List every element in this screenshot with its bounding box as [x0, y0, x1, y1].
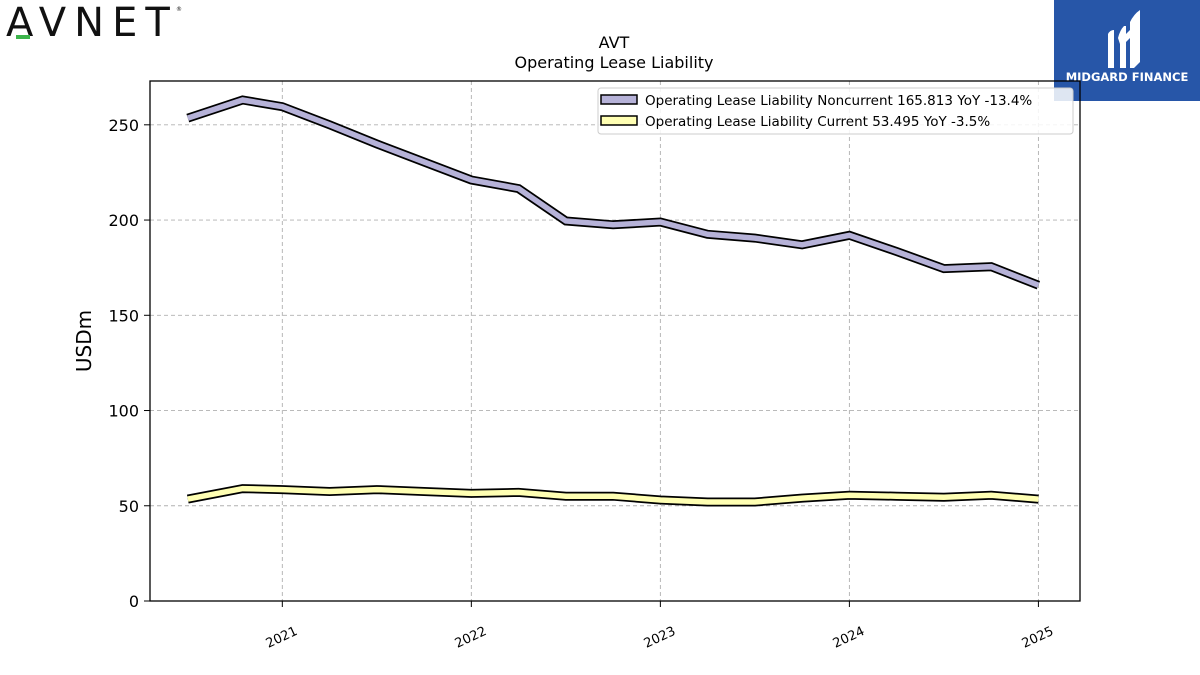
x-tick-label: 2024 — [831, 624, 867, 652]
avnet-logo: AVNET ® — [6, 0, 196, 46]
x-axis: 2021 2022 2023 2024 2025 — [264, 601, 1056, 652]
legend-swatch-noncurrent — [600, 94, 638, 105]
legend-label-current: Operating Lease Liability Current 53.495… — [645, 114, 990, 130]
series-noncurrent — [186, 95, 1041, 290]
series-line — [187, 485, 1039, 505]
legend-swatch-current — [600, 115, 638, 126]
chart-title: AVT — [599, 33, 630, 52]
grid — [150, 81, 1080, 601]
x-tick-label: 2022 — [453, 624, 489, 652]
series-current — [186, 484, 1039, 507]
x-tick-label: 2023 — [642, 624, 678, 652]
avnet-logo-text: AVNET — [6, 2, 178, 42]
svg-text:®: ® — [176, 6, 182, 13]
midgard-finance-logo: MIDGARD FINANCE — [1054, 0, 1200, 101]
y-tick-label: 100 — [108, 402, 139, 421]
legend: Operating Lease Liability Noncurrent 165… — [597, 87, 1074, 135]
y-tick-label: 200 — [108, 211, 139, 230]
chart-subtitle: Operating Lease Liability — [514, 53, 713, 72]
x-tick-label: 2025 — [1020, 624, 1056, 652]
avnet-accent-mark — [16, 35, 30, 39]
y-tick-label: 150 — [108, 306, 139, 325]
y-axis-label: USDm — [72, 310, 96, 372]
y-tick-label: 250 — [108, 116, 139, 135]
series-layer — [186, 95, 1041, 507]
y-axis: 0 50 100 150 200 250 — [108, 116, 150, 611]
legend-box — [597, 87, 1074, 135]
midgard-logo-text: MIDGARD FINANCE — [1065, 70, 1189, 84]
series-line — [186, 97, 1040, 288]
x-tick-label: 2021 — [264, 624, 300, 652]
y-tick-label: 0 — [129, 592, 139, 611]
y-tick-label: 50 — [119, 497, 139, 516]
plot-frame — [149, 80, 1081, 602]
midgard-icon — [1108, 10, 1140, 68]
legend-label-noncurrent: Operating Lease Liability Noncurrent 165… — [645, 93, 1032, 109]
